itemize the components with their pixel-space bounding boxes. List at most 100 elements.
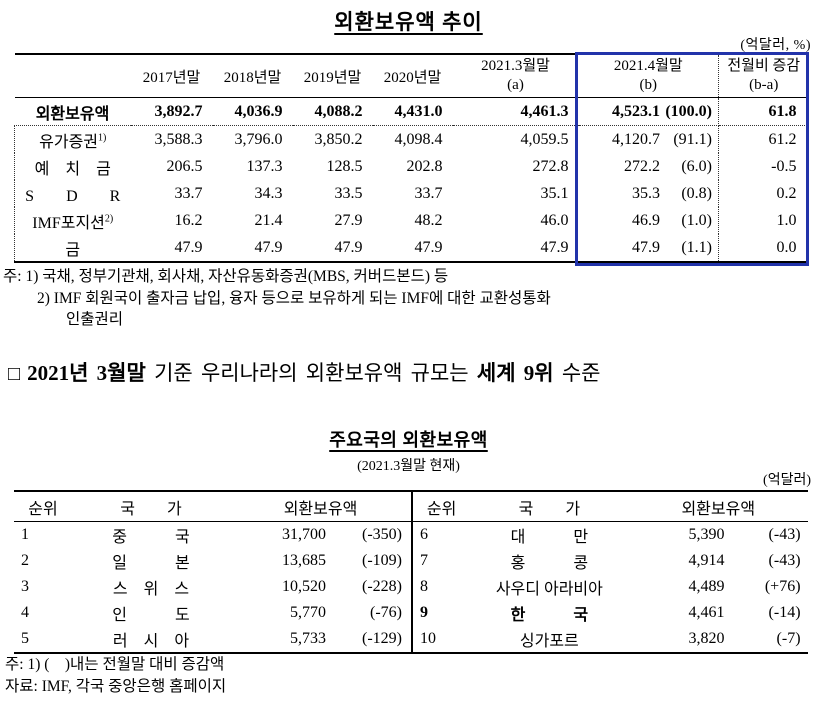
rank-cell: 10	[420, 630, 436, 647]
cell-2021-3: 4,461.3	[452, 97, 579, 126]
major-countries-title-block: 주요국의 외환보유액 (2021.3월말 현재)	[0, 426, 817, 475]
key-statement: □ 2021년 3월말 기준 우리나라의 외환보유액 규모는 세계 9위 수준	[8, 357, 814, 387]
table-row-china: 1 중 국 31,700 (-350)	[14, 522, 411, 549]
reserves-cell: 10,520 (-228)	[230, 574, 411, 600]
reserves-value: 4,914	[688, 552, 725, 569]
reserves-header: 외환보유액	[628, 492, 808, 522]
footnote-2: 2) IMF 회원국이 출자금 납입, 융자 등으로 보유하게 되는 IMF에 …	[37, 289, 551, 307]
statement-date: 2021년 3월말	[27, 361, 146, 385]
cell-share: (1.0)	[681, 211, 712, 229]
table-row-taiwan: 6 대 만 5,390 (-43)	[412, 522, 808, 549]
table2-right-half: 순위 국 가 외환보유액 6 대 만 5,390 (-43) 7 홍 콩 4,91…	[411, 492, 808, 652]
cell-2021-4: 4,523.1 (100.0)	[578, 97, 719, 126]
statement-rank: 세계 9위	[476, 361, 554, 385]
reserves-cell: 3,820 (-7)	[629, 626, 808, 652]
fx-trend-title-text: 외환보유액 추이	[334, 10, 483, 34]
cell-2021-3: 46.0	[540, 211, 569, 229]
col-header-2017: 2017년말	[130, 54, 213, 98]
cell-value: 4,523.1	[612, 102, 660, 120]
reserves-change: (-7)	[776, 630, 801, 647]
table2-unit-label: (억달러)	[763, 473, 811, 488]
rank-cell: 4	[21, 604, 29, 621]
cell-2018: 3,796.0	[234, 130, 283, 148]
table-row-saudi-arabia: 8 사우디 아라비아 4,489 (+76)	[412, 574, 808, 600]
rank-header: 순위	[412, 492, 471, 522]
reserves-cell: 13,685 (-109)	[230, 548, 411, 574]
country-cell: 홍 콩	[510, 555, 589, 572]
table-row-total: 외환보유액 3,892.7 4,036.9 4,088.2 4,431.0 4,…	[14, 97, 809, 126]
table-row-india: 4 인 도 5,770 (-76)	[14, 600, 411, 626]
col-header-2021-4-label: 2021.4월말	[613, 58, 683, 74]
footnote-ref: 2)	[104, 213, 114, 225]
cell-2017: 16.2	[174, 211, 203, 229]
fx-reserves-trend-table: 2017년말 2018년말 2019년말 2020년말 2021.3월말 (a)…	[14, 53, 809, 263]
cell-change: -0.5	[771, 157, 797, 175]
reserves-cell: 5,770 (-76)	[230, 600, 411, 626]
cell-2021-4: 4,120.7 (91.1)	[578, 125, 719, 153]
reserves-value: 5,733	[290, 630, 326, 647]
country-cell: 한 국	[510, 607, 589, 624]
row-label: 금	[65, 241, 81, 259]
country-cell: 스 위 스	[112, 581, 190, 598]
reserves-change: (-43)	[768, 526, 801, 543]
cell-2018: 21.4	[254, 211, 283, 229]
col-header-2020: 2020년말	[372, 54, 453, 98]
reserves-change: (-129)	[362, 630, 402, 647]
reserves-cell: 4,489 (+76)	[629, 574, 808, 600]
cell-value: 47.9	[632, 238, 660, 256]
row-label-cell: IMF포지션2)	[14, 207, 131, 234]
table-row-switzerland: 3 스 위 스 10,520 (-228)	[14, 574, 411, 600]
table2-header-row: 순위 국 가 외환보유액	[412, 492, 808, 522]
table-row-sdr: S D R 33.7 34.3 33.5 33.7 35.1 35.3 (0.8)…	[14, 180, 809, 207]
country-header: 국 가	[470, 492, 629, 522]
cell-2021-4: 46.9 (1.0)	[578, 207, 719, 234]
table2-footnotes: 주: 1) ( )내는 전월말 대비 증감액 자료: IMF, 각국 중앙은행 …	[5, 654, 226, 698]
col-header-2019: 2019년말	[292, 54, 373, 98]
footnote-parentheses: 주: 1) ( )내는 전월말 대비 증감액	[5, 656, 225, 673]
rank-cell: 2	[21, 552, 29, 569]
cell-2019: 4,088.2	[292, 97, 373, 126]
cell-2020: 48.2	[414, 211, 443, 229]
table-row-korea: 9 한 국 4,461 (-14)	[412, 600, 808, 626]
fx-trend-title: 외환보유액 추이	[0, 6, 817, 36]
row-label-cell: 외환보유액	[14, 97, 131, 126]
cell-change: 0.0	[776, 238, 797, 256]
row-label: 예 치 금	[34, 160, 111, 178]
rank-cell: 3	[21, 578, 29, 595]
source-note: 자료: IMF, 각국 중앙은행 홈페이지	[5, 678, 227, 695]
rank-cell: 9	[420, 604, 428, 621]
cell-2021-4: 35.3 (0.8)	[578, 180, 719, 207]
cell-2017: 206.5	[166, 157, 203, 175]
table-row-singapore: 10 싱가포르 3,820 (-7)	[412, 626, 808, 652]
col-header-mom-change-label: 전월비 증감	[727, 58, 801, 74]
country-header: 국 가	[72, 492, 230, 522]
country-cell: 대 만	[510, 529, 589, 546]
major-countries-title: 주요국의 외환보유액	[329, 430, 488, 450]
reserves-value: 5,390	[688, 526, 725, 543]
table-row-imf-position: IMF포지션2) 16.2 21.4 27.9 48.2 46.0 46.9 (1…	[14, 207, 809, 234]
country-cell: 사우디 아라비아	[495, 581, 603, 598]
cell-share: (100.0)	[665, 102, 712, 120]
cell-2021-4: 272.2 (6.0)	[578, 153, 719, 180]
col-header-2018: 2018년말	[212, 54, 293, 98]
cell-share: (91.1)	[673, 130, 712, 148]
table1-header-row: 2017년말 2018년말 2019년말 2020년말 2021.3월말 (a)…	[14, 54, 809, 98]
reserves-cell: 5,733 (-129)	[230, 626, 411, 652]
country-cell: 러 시 아	[112, 633, 190, 650]
cell-2017: 3,892.7	[130, 97, 213, 126]
major-countries-subtitle: (2021.3월말 현재)	[357, 459, 460, 474]
rank-cell: 7	[420, 552, 428, 569]
reserves-cell: 4,914 (-43)	[629, 548, 808, 574]
cell-2018: 34.3	[254, 184, 283, 202]
col-header-b: (b)	[639, 77, 658, 93]
cell-2019: 3,850.2	[314, 130, 363, 148]
rank-cell: 5	[21, 630, 29, 647]
statement-middle: 기준 우리나라의 외환보유액 규모는	[145, 361, 477, 385]
cell-change: 61.8	[718, 97, 809, 126]
cell-value: 4,120.7	[612, 130, 660, 148]
reserves-value: 13,685	[282, 552, 326, 569]
table-row-gold: 금 47.9 47.9 47.9 47.9 47.9 47.9 (1.1) 0.0	[14, 234, 809, 262]
cell-2018: 4,036.9	[212, 97, 293, 126]
col-header-b-a: (b-a)	[749, 77, 779, 93]
